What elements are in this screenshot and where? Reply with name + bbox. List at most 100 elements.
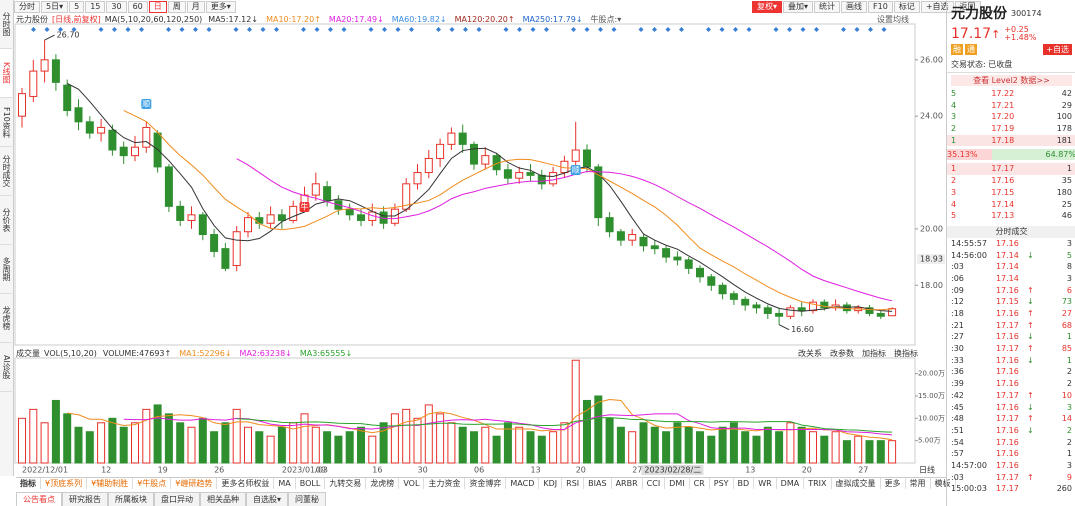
indicator-tab[interactable]: VOL bbox=[399, 478, 425, 489]
volume-bar bbox=[176, 422, 185, 464]
bottom-tab[interactable]: 自选股▾ bbox=[246, 492, 289, 506]
indicator-tab[interactable]: PSY bbox=[710, 478, 734, 489]
volume-action[interactable]: 换指标 bbox=[894, 348, 918, 358]
bottom-tab[interactable]: 所属板块 bbox=[108, 492, 154, 506]
indicator-tab[interactable]: 常用 bbox=[906, 478, 931, 489]
book-level: 5 bbox=[951, 211, 957, 221]
indicator-tab[interactable]: KDJ bbox=[539, 478, 563, 489]
bottom-tab[interactable]: 问董秘 bbox=[288, 492, 327, 506]
volume-action[interactable]: 加指标 bbox=[862, 348, 886, 358]
indicator-tab[interactable]: MA bbox=[274, 478, 296, 489]
trade-volume: 9 bbox=[1066, 472, 1072, 482]
indicator-tab[interactable]: 虚拟成交量 bbox=[832, 478, 881, 489]
volume-action[interactable]: 改关系 bbox=[798, 348, 822, 358]
cursor-price-box bbox=[917, 254, 945, 265]
tool-button[interactable]: 画线 bbox=[841, 1, 868, 13]
trade-volume: 10 bbox=[1061, 390, 1072, 400]
side-tab[interactable]: K线图 bbox=[0, 49, 12, 98]
side-tab[interactable]: 分价表 bbox=[0, 196, 12, 245]
bottom-tab[interactable]: 相关品种 bbox=[200, 492, 246, 506]
candle-body bbox=[481, 155, 490, 165]
ma-settings[interactable]: 设置均线 bbox=[877, 15, 909, 24]
period-button[interactable]: 30 bbox=[106, 1, 127, 13]
period-button[interactable]: 5日▾ bbox=[41, 1, 69, 13]
period-button[interactable]: 分时 bbox=[14, 1, 40, 13]
indicator-tab[interactable]: 龙虎榜 bbox=[366, 478, 400, 489]
period-button[interactable]: 周 bbox=[167, 1, 186, 13]
indicator-tab[interactable]: ARBR bbox=[612, 478, 643, 489]
level2-link[interactable]: 查看 Level2 数据>> bbox=[951, 75, 1072, 86]
signal-diamond bbox=[530, 27, 536, 32]
tool-button[interactable]: +自选 bbox=[920, 1, 954, 13]
indicator-tab[interactable]: BOLL bbox=[296, 478, 326, 489]
volume-action[interactable]: 改参数 bbox=[830, 348, 854, 358]
indicator-tab[interactable]: WR bbox=[754, 478, 777, 489]
volume-bar bbox=[221, 422, 230, 464]
indicator-tab[interactable]: 更多名师权益 bbox=[217, 478, 275, 489]
indicator-tab[interactable]: BD bbox=[734, 478, 755, 489]
bottom-tab[interactable]: 公告看点 bbox=[16, 492, 62, 506]
tool-button[interactable]: 叠加▾ bbox=[783, 1, 814, 13]
add-watchlist[interactable]: +自选 bbox=[1043, 44, 1072, 55]
bottom-tab[interactable]: 研究报告 bbox=[62, 492, 108, 506]
indicator-tab[interactable]: TRIX bbox=[804, 478, 832, 489]
candle-body bbox=[684, 259, 693, 269]
book-row: 1 17.17 1 bbox=[947, 163, 1075, 176]
signal-diamond bbox=[706, 27, 711, 32]
signal-diamond bbox=[382, 27, 387, 32]
trade-dir bbox=[1027, 448, 1037, 460]
indicator-tab[interactable]: ¥顶底系列 bbox=[41, 478, 88, 489]
side-tab[interactable]: 分时图 bbox=[0, 0, 12, 49]
period-button[interactable]: 5 bbox=[69, 1, 85, 13]
side-tab[interactable]: 龙虎榜 bbox=[0, 294, 12, 343]
y-tick-label: 26.00 bbox=[920, 55, 943, 64]
signal-diamond bbox=[44, 27, 50, 32]
trade-time: :36 bbox=[951, 367, 964, 377]
volume-bar bbox=[673, 422, 682, 464]
period-button[interactable]: 更多▾ bbox=[205, 1, 236, 13]
indicator-tab[interactable]: 主力资金 bbox=[424, 478, 466, 489]
indicator-tab[interactable]: ¥牛股点 bbox=[133, 478, 172, 489]
side-tab[interactable]: AI诊股 bbox=[0, 343, 12, 392]
signal-toggle[interactable]: 牛股点:▾ bbox=[590, 14, 622, 24]
period-button[interactable]: 60 bbox=[127, 1, 148, 13]
period-button[interactable]: 15 bbox=[85, 1, 106, 13]
indicator-tab[interactable]: CR bbox=[690, 478, 710, 489]
indicator-tab[interactable]: ¥缠研趋势 bbox=[171, 478, 218, 489]
period-button[interactable]: 月 bbox=[186, 1, 205, 13]
period-button[interactable]: 日 bbox=[148, 1, 167, 13]
signal-text: 牛 bbox=[301, 202, 309, 212]
volume-bar bbox=[198, 417, 207, 464]
side-tab[interactable]: 分时成交 bbox=[0, 147, 12, 196]
indicator-tab[interactable]: DMA bbox=[777, 478, 805, 489]
side-tab[interactable]: 多周期 bbox=[0, 245, 12, 294]
indicator-tab[interactable]: MACD bbox=[506, 478, 540, 489]
tool-button[interactable]: 返回 bbox=[954, 1, 981, 13]
indicator-tab[interactable]: 指标 bbox=[16, 478, 41, 489]
indicator-tab[interactable]: ¥辅助制胜 bbox=[87, 478, 134, 489]
candle-body bbox=[741, 298, 750, 306]
tool-button[interactable]: 标记 bbox=[893, 1, 920, 13]
indicator-tab[interactable]: DMI bbox=[665, 478, 690, 489]
indicator-tab[interactable]: CCI bbox=[643, 478, 666, 489]
indicator-tab[interactable]: 更多 bbox=[881, 478, 906, 489]
trade-row: :30 17.17 ↑ 85 bbox=[947, 343, 1075, 355]
volume-bar bbox=[63, 413, 72, 464]
book-level: 2 bbox=[951, 176, 957, 186]
indicator-tabs: 指标 ¥顶底系列 ¥辅助制胜 ¥牛股点 ¥缠研趋势 更多名师权益 MA BOLL 九转交易 龙虎榜… bbox=[16, 477, 956, 489]
signal-diamond bbox=[679, 27, 684, 32]
volume-bar bbox=[707, 435, 716, 464]
tool-button[interactable]: F10 bbox=[868, 1, 893, 13]
indicator-tab[interactable]: RSI bbox=[562, 478, 585, 489]
tool-button[interactable]: 统计 bbox=[814, 1, 841, 13]
side-tab[interactable]: F10资料 bbox=[0, 98, 12, 147]
x-tick-label: 16 bbox=[372, 466, 382, 475]
bottom-tab[interactable]: 盘口异动 bbox=[154, 492, 200, 506]
signal-diamond bbox=[139, 27, 144, 32]
book-price: 17.20 bbox=[991, 112, 1015, 122]
tool-button[interactable]: 复权▾ bbox=[752, 1, 783, 13]
indicator-tab[interactable]: 九转交易 bbox=[325, 478, 367, 489]
indicator-tab[interactable]: 资金博弈 bbox=[465, 478, 507, 489]
indicator-tab[interactable]: 模板 bbox=[931, 478, 956, 489]
indicator-tab[interactable]: BIAS bbox=[584, 478, 612, 489]
